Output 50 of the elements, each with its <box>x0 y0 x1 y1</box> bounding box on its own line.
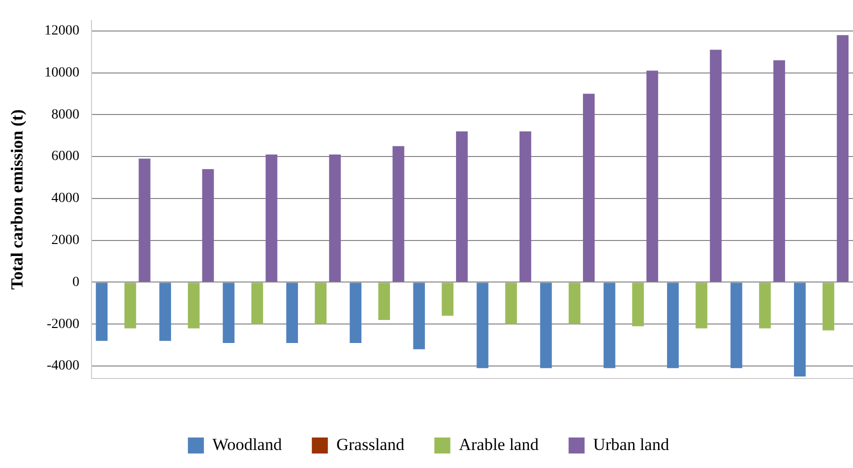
bar <box>138 158 150 282</box>
bar <box>520 131 532 282</box>
bar <box>266 154 278 282</box>
y-tick-label: -2000 <box>46 316 80 332</box>
bar <box>822 282 834 330</box>
bar <box>794 282 806 377</box>
y-tick-label: -4000 <box>46 358 80 374</box>
bar <box>456 131 468 282</box>
legend-label: Arable land <box>458 434 540 454</box>
legend-label: Woodland <box>212 434 282 454</box>
bar <box>96 282 108 341</box>
y-tick-label: 2000 <box>51 233 80 248</box>
bar <box>710 50 722 282</box>
bar <box>646 70 658 282</box>
bar <box>632 282 644 326</box>
legend-label: Urban land <box>593 434 670 454</box>
bar <box>582 94 595 282</box>
y-axis-title: Total carbon emission (t) <box>8 109 27 290</box>
bar <box>667 282 679 368</box>
y-tick-label: 4000 <box>51 191 80 206</box>
bar <box>392 146 404 282</box>
y-tick-label: 10000 <box>44 65 80 80</box>
bar <box>696 282 708 328</box>
y-tick-label: 0 <box>72 274 80 290</box>
bar <box>202 169 214 282</box>
bar <box>124 282 136 328</box>
bar <box>505 282 517 324</box>
bar <box>314 282 327 324</box>
bar <box>286 282 298 343</box>
bar <box>476 282 488 368</box>
bar <box>730 282 742 368</box>
bar <box>568 282 580 324</box>
bar <box>329 154 341 282</box>
bar <box>159 282 172 341</box>
bar <box>251 282 264 324</box>
bar <box>413 282 425 350</box>
bar <box>350 282 362 343</box>
bar <box>188 282 200 328</box>
bar <box>540 282 552 368</box>
bar <box>442 282 454 316</box>
y-tick-label: 6000 <box>51 149 80 164</box>
legend-label: Grassland <box>336 434 405 454</box>
bar <box>759 282 771 328</box>
bar <box>836 35 849 282</box>
y-tick-label: 12000 <box>44 24 80 39</box>
bar <box>773 60 786 282</box>
bar <box>378 282 390 320</box>
bar <box>222 282 234 343</box>
bar <box>604 282 616 368</box>
y-tick-label: 8000 <box>51 107 80 122</box>
